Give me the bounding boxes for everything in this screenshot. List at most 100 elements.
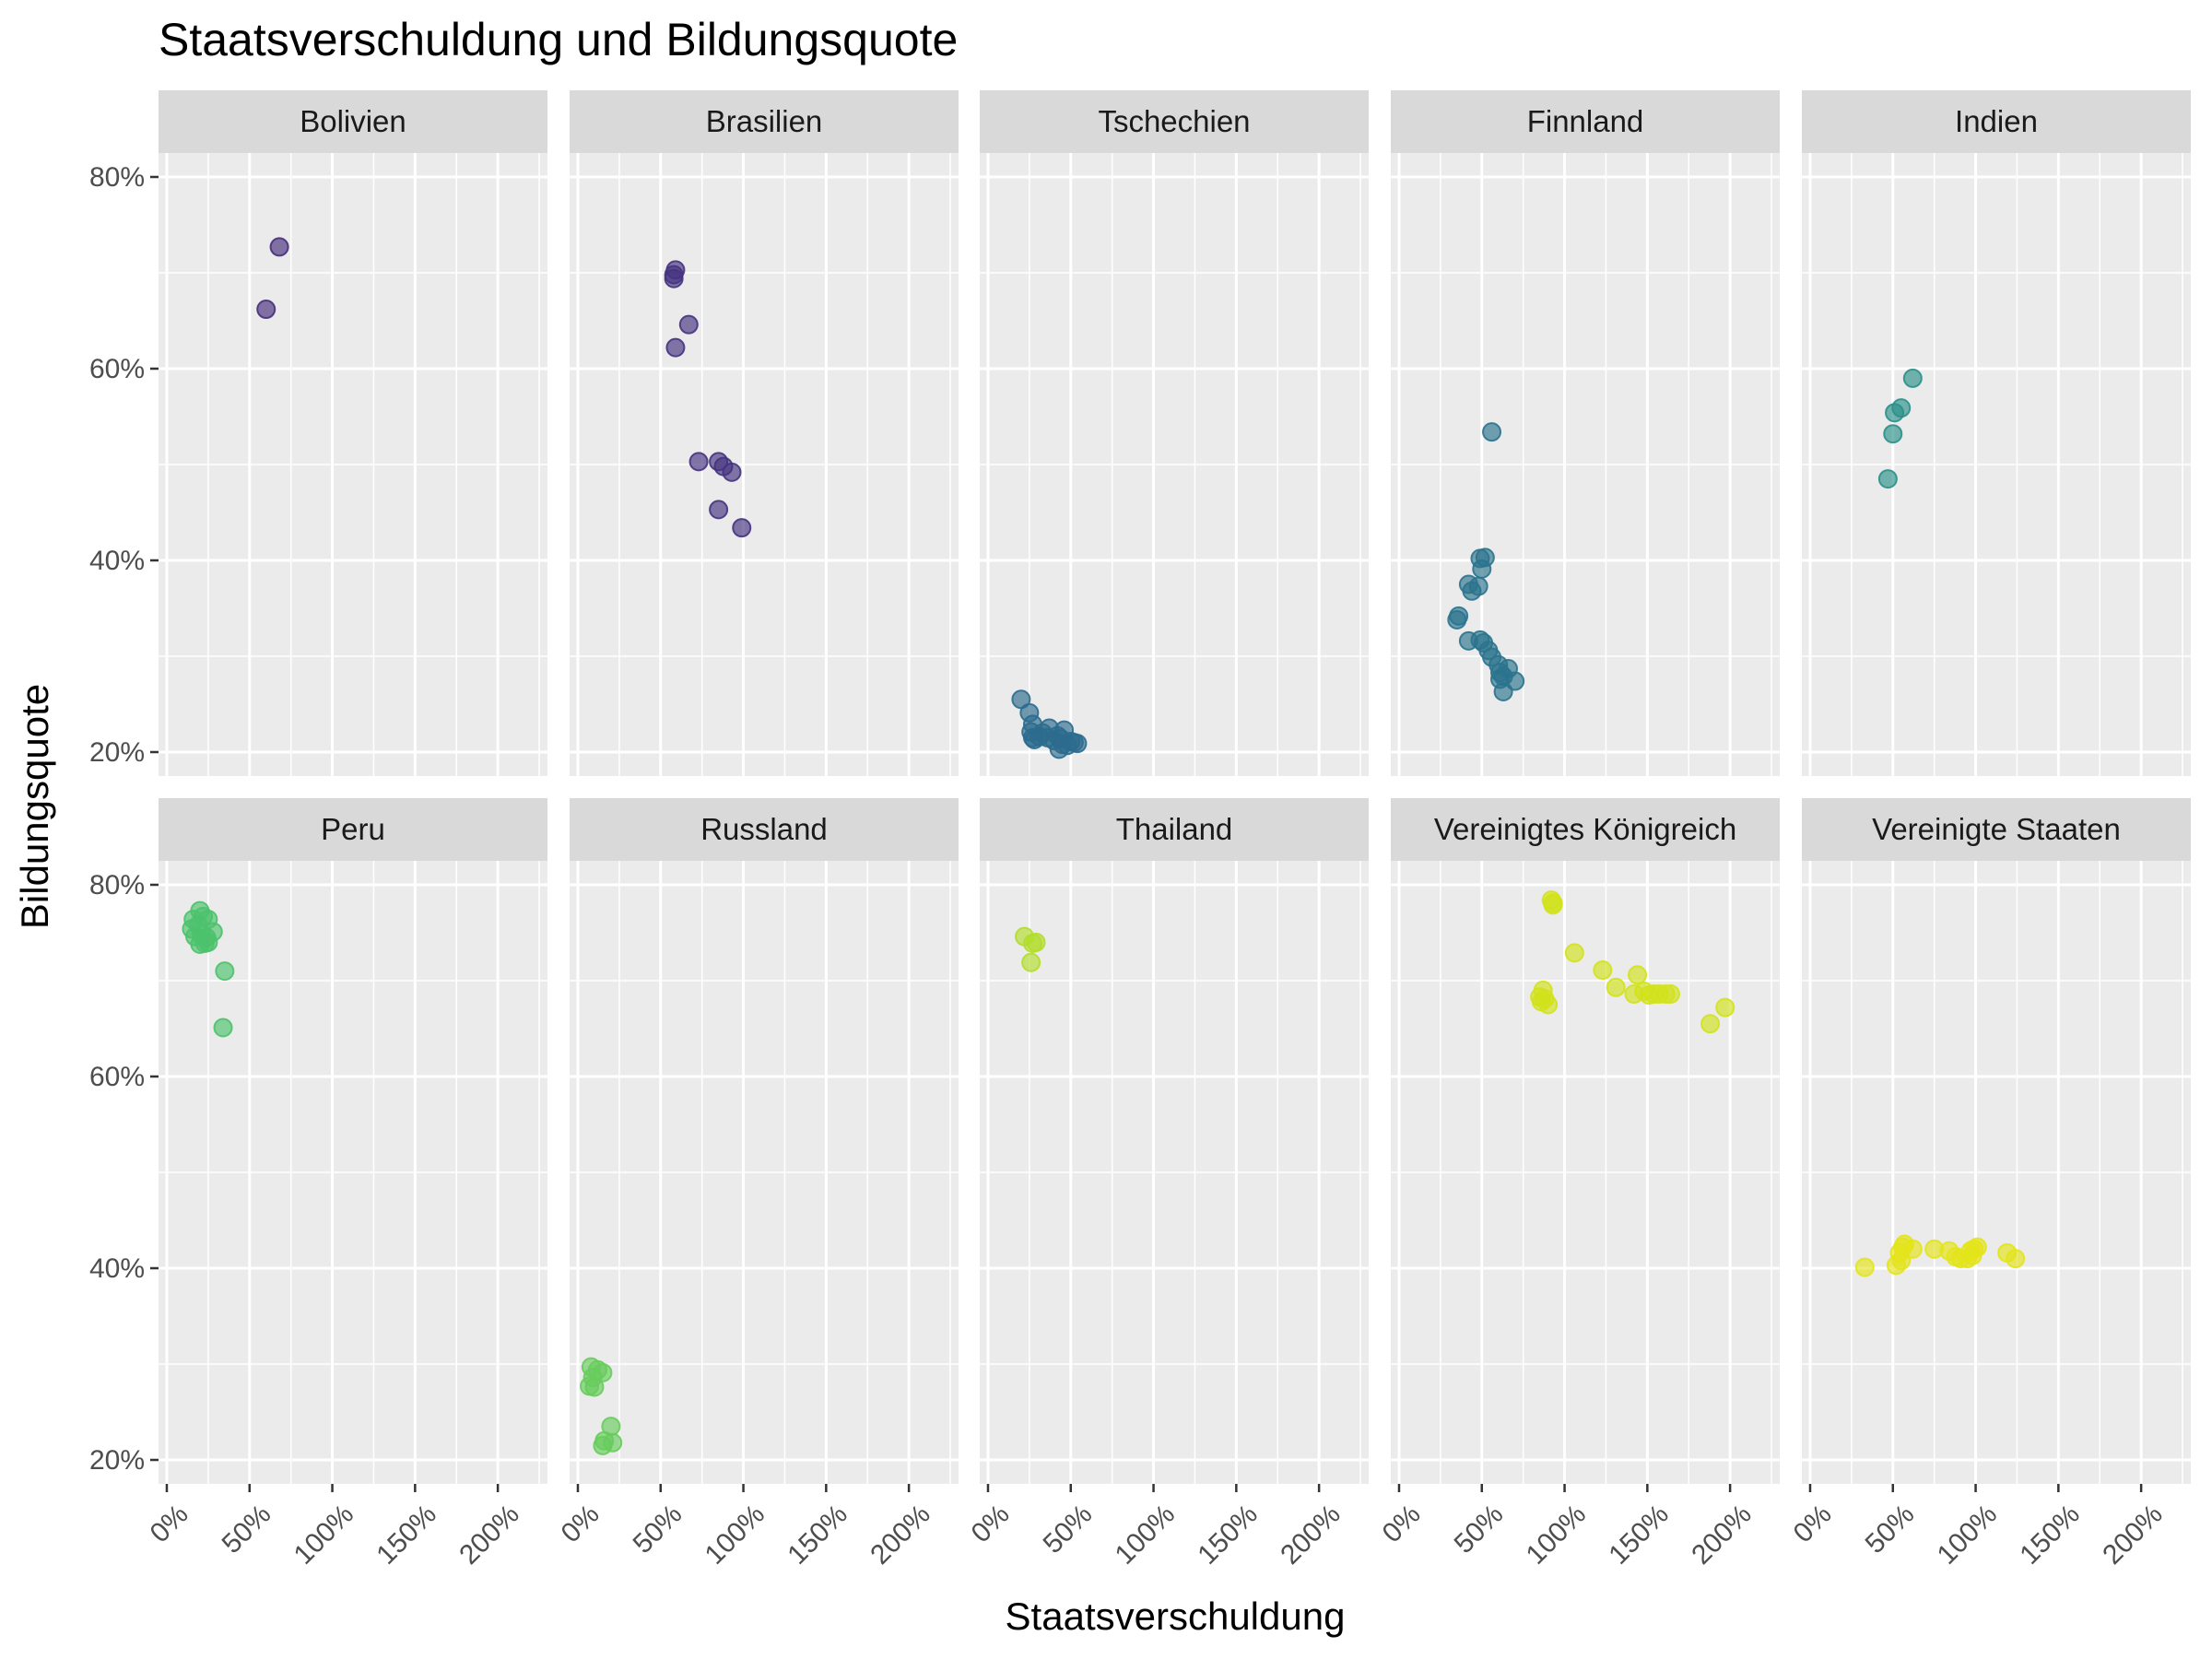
- x-tick-label: 100%: [1932, 1499, 2004, 1571]
- data-point: [1564, 943, 1584, 963]
- x-tick-label: 50%: [628, 1499, 688, 1559]
- x-axes: 0% 50% 100% 150% 200% 0% 50% 100% 150% 200% 0% 50% 1…: [145, 1484, 2169, 1571]
- y-tick-label: 20%: [89, 1445, 145, 1476]
- data-point: [1021, 952, 1041, 972]
- data-point: [1902, 1239, 1923, 1259]
- facet-panel: Vereinigtes Königreich: [1391, 798, 1780, 1484]
- data-point: [1543, 895, 1563, 915]
- y-tick-label: 20%: [89, 737, 145, 768]
- data-point: [2006, 1249, 2026, 1269]
- facet-strip: [1802, 90, 2191, 153]
- data-point: [665, 337, 686, 358]
- data-point: [1482, 422, 1502, 442]
- facet-strip: [1802, 798, 2191, 861]
- y-tick-label: 60%: [89, 354, 145, 384]
- x-tick-label: 50%: [1860, 1499, 1921, 1559]
- x-tick-label: 200%: [1275, 1499, 1347, 1571]
- data-point: [1891, 398, 1912, 418]
- data-point: [1715, 997, 1735, 1018]
- data-point: [1067, 734, 1088, 754]
- facet-strip: [159, 90, 547, 153]
- facet-strip: [980, 90, 1369, 153]
- x-tick-label: 100%: [700, 1499, 771, 1571]
- data-point: [732, 518, 752, 538]
- data-point: [1628, 965, 1648, 985]
- data-point: [709, 500, 729, 520]
- data-point: [256, 300, 276, 320]
- data-point: [1538, 994, 1559, 1015]
- x-tick-label: 150%: [2014, 1499, 2086, 1571]
- data-point: [194, 933, 215, 953]
- facet-strip-label: Bolivien: [300, 104, 406, 138]
- facet-panel: Finnland: [1391, 90, 1780, 776]
- facet-strip-label: Vereinigtes Königreich: [1434, 812, 1736, 846]
- facet-panel: Bolivien: [159, 90, 547, 776]
- facet-strip-label: Tschechien: [1098, 104, 1250, 138]
- facet-panel: Brasilien: [570, 90, 959, 776]
- x-axis-title: Staatsverschuldung: [1006, 1594, 1346, 1638]
- x-tick-label: 0%: [145, 1499, 194, 1548]
- x-tick-label: 100%: [1110, 1499, 1182, 1571]
- data-point: [1967, 1237, 1987, 1257]
- data-point: [1462, 581, 1482, 601]
- x-tick-label: 150%: [782, 1499, 853, 1571]
- y-tick-label: 80%: [89, 162, 145, 193]
- x-tick-label: 50%: [1449, 1499, 1510, 1559]
- data-point: [1022, 933, 1042, 953]
- x-tick-label: 50%: [217, 1499, 277, 1559]
- facet-panel: Vereinigte Staaten: [1802, 798, 2191, 1484]
- facet-strip: [570, 90, 959, 153]
- x-tick-label: 150%: [371, 1499, 442, 1571]
- y-tick-label: 40%: [89, 546, 145, 576]
- x-tick-label: 200%: [865, 1499, 936, 1571]
- x-tick-label: 0%: [556, 1499, 606, 1548]
- data-point: [1883, 424, 1903, 444]
- x-tick-label: 0%: [1377, 1499, 1427, 1548]
- data-point: [1902, 368, 1923, 388]
- facet-panel: Russland: [570, 798, 959, 1484]
- data-point: [1877, 469, 1898, 489]
- facet-panel: Tschechien: [980, 90, 1369, 776]
- data-point: [688, 452, 709, 472]
- data-point: [1700, 1014, 1721, 1034]
- data-point: [584, 1377, 605, 1397]
- y-tick-label: 60%: [89, 1062, 145, 1092]
- x-tick-label: 100%: [1521, 1499, 1593, 1571]
- x-tick-label: 150%: [1603, 1499, 1675, 1571]
- facet-strip-label: Finnland: [1527, 104, 1644, 138]
- data-point: [664, 268, 684, 288]
- facet-strip-label: Peru: [321, 812, 385, 846]
- x-tick-label: 100%: [288, 1499, 360, 1571]
- x-tick-label: 200%: [453, 1499, 525, 1571]
- x-tick-label: 200%: [2097, 1499, 2169, 1571]
- x-tick-label: 150%: [1192, 1499, 1264, 1571]
- facet-strip: [1391, 90, 1780, 153]
- facet-strip: [570, 798, 959, 861]
- data-point: [213, 1018, 233, 1038]
- x-tick-label: 50%: [1038, 1499, 1099, 1559]
- facet-strip: [159, 798, 547, 861]
- y-tick-label: 40%: [89, 1253, 145, 1284]
- x-tick-label: 0%: [966, 1499, 1016, 1548]
- data-point: [1447, 609, 1467, 629]
- x-tick-label: 200%: [1686, 1499, 1758, 1571]
- facet-panel: Thailand: [980, 798, 1369, 1484]
- data-point: [1472, 559, 1492, 579]
- data-point: [269, 237, 289, 257]
- data-point: [1854, 1257, 1875, 1277]
- facet-strip-label: Russland: [700, 812, 828, 846]
- data-point: [1660, 984, 1680, 1005]
- facet-strip: [980, 798, 1369, 861]
- facet-strip-label: Brasilien: [706, 104, 823, 138]
- data-point: [215, 961, 235, 982]
- facet-panels: Bolivien Brasilien Tschechien Finnland Indie…: [159, 90, 2191, 1484]
- data-point: [1593, 960, 1613, 981]
- y-axes: 20% 40% 60% 80% 20% 40% 60% 80%: [89, 162, 159, 1476]
- facet-strip-label: Thailand: [1116, 812, 1233, 846]
- data-point: [593, 1435, 613, 1455]
- facet-strip-label: Indien: [1955, 104, 2038, 138]
- facet-panel: Peru: [159, 798, 547, 1484]
- facet-panel: Indien: [1802, 90, 2191, 776]
- data-point: [1606, 977, 1626, 997]
